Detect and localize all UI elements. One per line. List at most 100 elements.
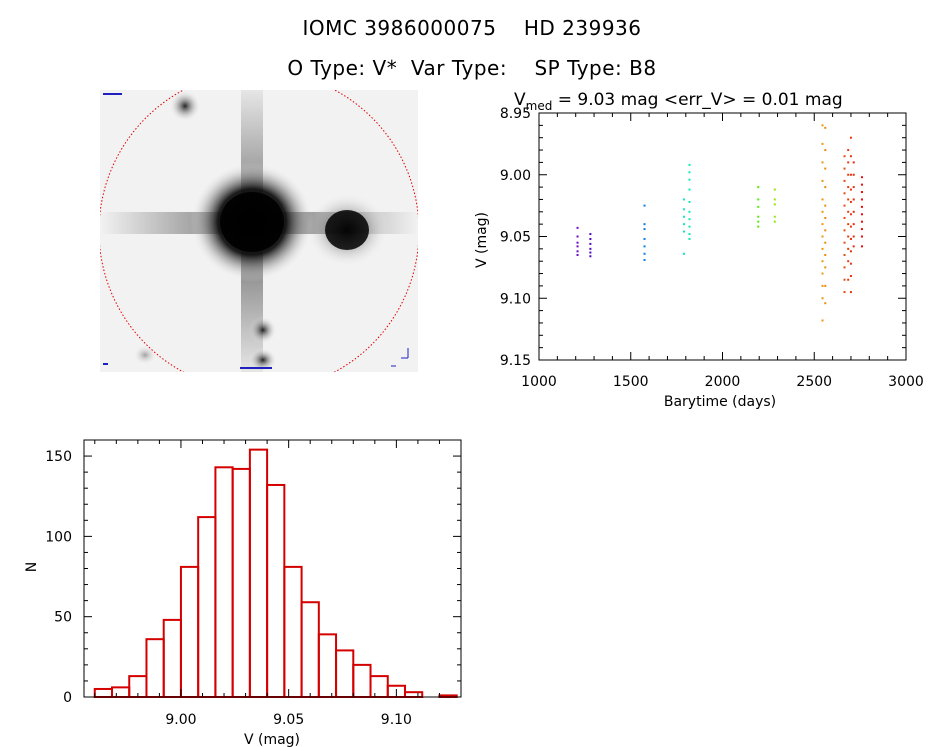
data-point	[847, 198, 850, 201]
data-point	[849, 188, 852, 191]
data-point	[860, 245, 863, 248]
data-point	[576, 226, 579, 229]
histogram-bar	[403, 691, 424, 699]
data-point	[847, 247, 850, 250]
light-curve-title: Vmed = 9.03 mag <err_V> = 0.01 mag	[514, 90, 843, 113]
x-tick-label: 2500	[796, 374, 832, 390]
data-point	[824, 229, 827, 232]
data-point	[688, 218, 691, 221]
data-point	[852, 210, 855, 213]
data-point	[843, 254, 846, 257]
histogram-bar	[179, 565, 200, 698]
y-tick-label: 9.00	[500, 168, 531, 184]
data-point	[576, 241, 579, 244]
data-point	[824, 284, 827, 287]
data-point	[757, 205, 760, 208]
data-point	[843, 241, 846, 244]
data-point	[589, 237, 592, 240]
data-point	[589, 242, 592, 245]
data-point	[821, 161, 824, 164]
data-point	[821, 179, 824, 182]
data-point	[757, 220, 760, 223]
title-rest: = 9.03 mag <err_V> = 0.01 mag	[552, 90, 842, 110]
histogram-bar	[369, 675, 389, 699]
data-point	[852, 161, 855, 164]
data-point	[757, 215, 760, 218]
data-point	[821, 272, 824, 275]
data-point	[824, 186, 827, 189]
data-point	[821, 297, 824, 300]
histogram-bar	[111, 686, 131, 698]
data-point	[824, 204, 827, 207]
data-point	[773, 188, 776, 191]
y-tick-label: 9.15	[500, 353, 531, 369]
data-point	[688, 210, 691, 213]
data-point	[643, 237, 646, 240]
data-point	[821, 142, 824, 145]
data-point	[860, 191, 863, 194]
data-point	[821, 319, 824, 322]
data-point	[852, 186, 855, 189]
histogram-bar	[266, 483, 286, 698]
data-point	[843, 167, 846, 170]
histogram-bar	[93, 687, 114, 698]
data-point	[688, 233, 691, 236]
data-point	[847, 278, 850, 281]
data-point	[860, 213, 863, 216]
data-point	[821, 198, 824, 201]
data-point	[852, 245, 855, 248]
data-point	[688, 225, 691, 228]
data-point	[849, 275, 852, 278]
title-v: V	[514, 90, 526, 110]
y-tick-label: 50	[54, 610, 72, 626]
data-point	[847, 186, 850, 189]
histogram-bar	[162, 618, 182, 699]
data-point	[824, 149, 827, 152]
histogram-bar	[197, 516, 217, 698]
data-point	[852, 173, 855, 176]
data-point	[682, 252, 685, 255]
y-tick-label: 9.05	[500, 230, 531, 246]
data-point	[576, 254, 579, 257]
histogram-axes: 9.00 9.05 9.10 0 50 100 150	[45, 439, 462, 728]
data-point	[843, 204, 846, 207]
x-tick-label: 2000	[705, 374, 741, 390]
x-tick-label: 1000	[521, 374, 557, 390]
data-point	[589, 251, 592, 254]
histogram-frame	[83, 439, 462, 698]
data-point	[643, 252, 646, 255]
histogram-bar	[283, 565, 303, 698]
histogram-bars	[93, 448, 458, 699]
data-point	[843, 278, 846, 281]
data-point	[821, 124, 824, 127]
data-point	[847, 149, 850, 152]
histogram-ylabel: N	[24, 562, 40, 572]
y-tick-label: 8.95	[500, 106, 531, 122]
data-point	[682, 230, 685, 233]
data-point	[773, 220, 776, 223]
y-tick-label: 9.10	[500, 291, 531, 307]
x-tick-label: 1500	[613, 374, 649, 390]
x-tick-label: 9.05	[273, 712, 304, 728]
data-point	[682, 198, 685, 201]
histogram-bar	[300, 601, 320, 699]
data-point	[773, 215, 776, 218]
data-point	[773, 198, 776, 201]
object-types-line: O Type: V* Var Type: SP Type: B8	[287, 56, 657, 80]
data-point	[757, 198, 760, 201]
light-curve-xlabel: Barytime (days)	[664, 394, 776, 410]
histogram-bar	[248, 448, 269, 699]
data-point	[860, 235, 863, 238]
data-point	[843, 179, 846, 182]
data-point	[824, 167, 827, 170]
sky-thumbnail-image	[100, 90, 418, 372]
data-point	[643, 228, 646, 231]
data-point	[849, 173, 852, 176]
data-point	[852, 235, 855, 238]
data-point	[849, 225, 852, 228]
data-point	[821, 284, 824, 287]
histogram-bar	[145, 638, 165, 698]
data-point	[824, 302, 827, 305]
data-point	[821, 260, 824, 263]
data-point	[682, 223, 685, 226]
